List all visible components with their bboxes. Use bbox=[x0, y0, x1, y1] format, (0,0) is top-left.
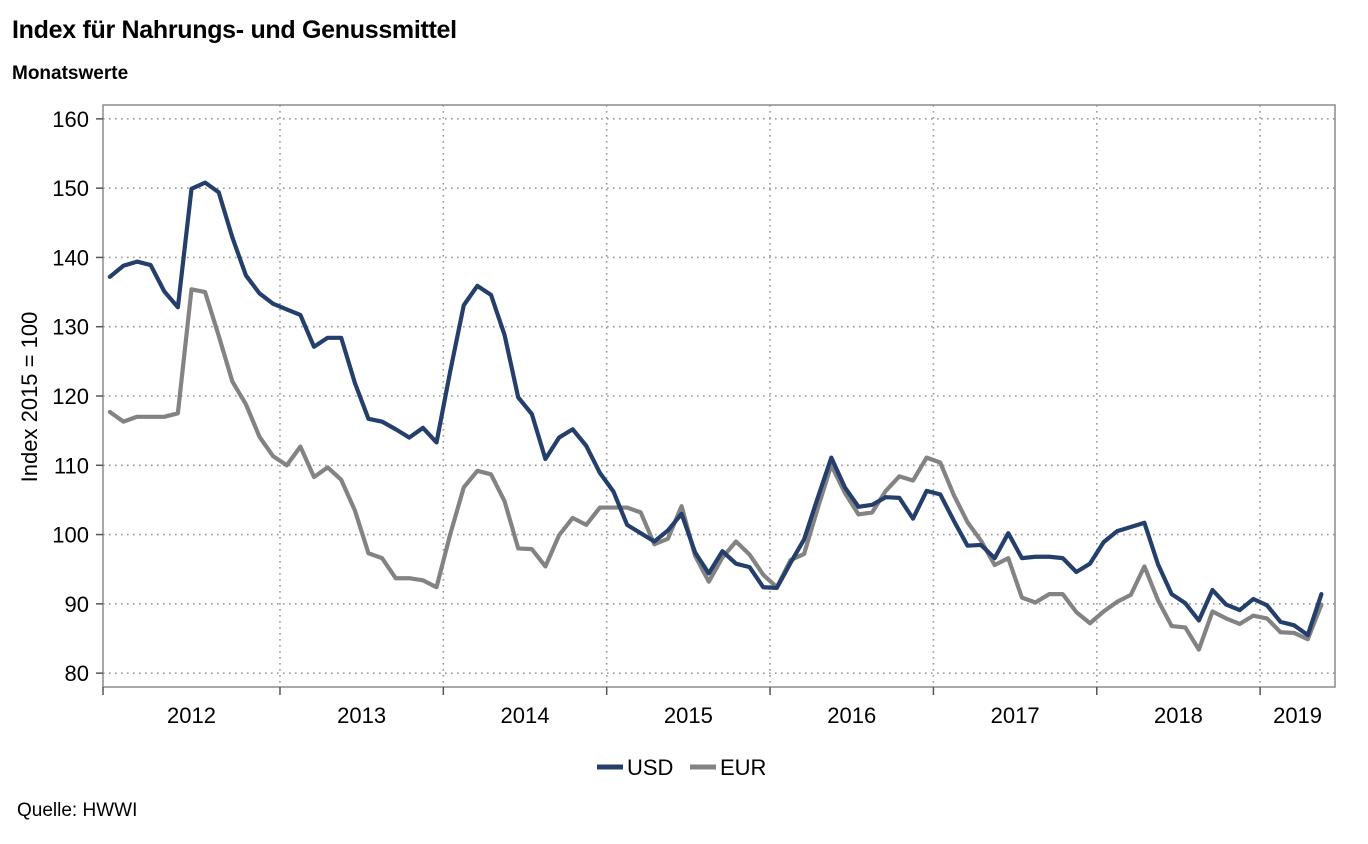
x-tick-label: 2012 bbox=[167, 703, 216, 728]
y-tick-label: 120 bbox=[52, 384, 89, 409]
x-tick-label: 2016 bbox=[827, 703, 876, 728]
legend-label-usd: USD bbox=[627, 755, 673, 780]
x-tick-label: 2017 bbox=[991, 703, 1040, 728]
x-tick-label: 2015 bbox=[664, 703, 713, 728]
y-tick-label: 130 bbox=[52, 315, 89, 340]
source-note: Quelle: HWWI bbox=[17, 800, 138, 821]
x-tick-label: 2014 bbox=[501, 703, 550, 728]
chart-subtitle: Monatswerte bbox=[12, 63, 129, 84]
x-tick-label: 2018 bbox=[1154, 703, 1203, 728]
y-tick-label: 80 bbox=[65, 661, 89, 686]
series-lines bbox=[107, 180, 1324, 652]
series-line-usd bbox=[107, 180, 1324, 638]
chart-title: Index für Nahrungs- und Genussmittel bbox=[12, 16, 457, 44]
y-tick-label: 140 bbox=[52, 245, 89, 270]
y-tick-label: 160 bbox=[52, 107, 89, 132]
x-tick-label: 2019 bbox=[1273, 703, 1322, 728]
x-tick-label: 2013 bbox=[337, 703, 386, 728]
series-line-eur bbox=[107, 287, 1324, 652]
plot-area-frame bbox=[102, 104, 1336, 688]
y-tick-label: 90 bbox=[65, 592, 89, 617]
x-axis-ticks: 2012 2013 2014 2015 2016 2017 2018 2019 bbox=[102, 687, 1322, 728]
grid-lines bbox=[103, 105, 1335, 687]
y-tick-label: 110 bbox=[54, 453, 89, 478]
y-tick-label: 150 bbox=[52, 176, 89, 201]
y-axis-title: Index 2015 = 100 bbox=[17, 312, 42, 483]
y-tick-label: 100 bbox=[52, 523, 89, 548]
legend: USD EUR bbox=[597, 755, 766, 780]
legend-label-eur: EUR bbox=[720, 755, 766, 780]
y-axis-ticks: 80 90 100 110 120 130 140 150 160 bbox=[52, 107, 103, 686]
